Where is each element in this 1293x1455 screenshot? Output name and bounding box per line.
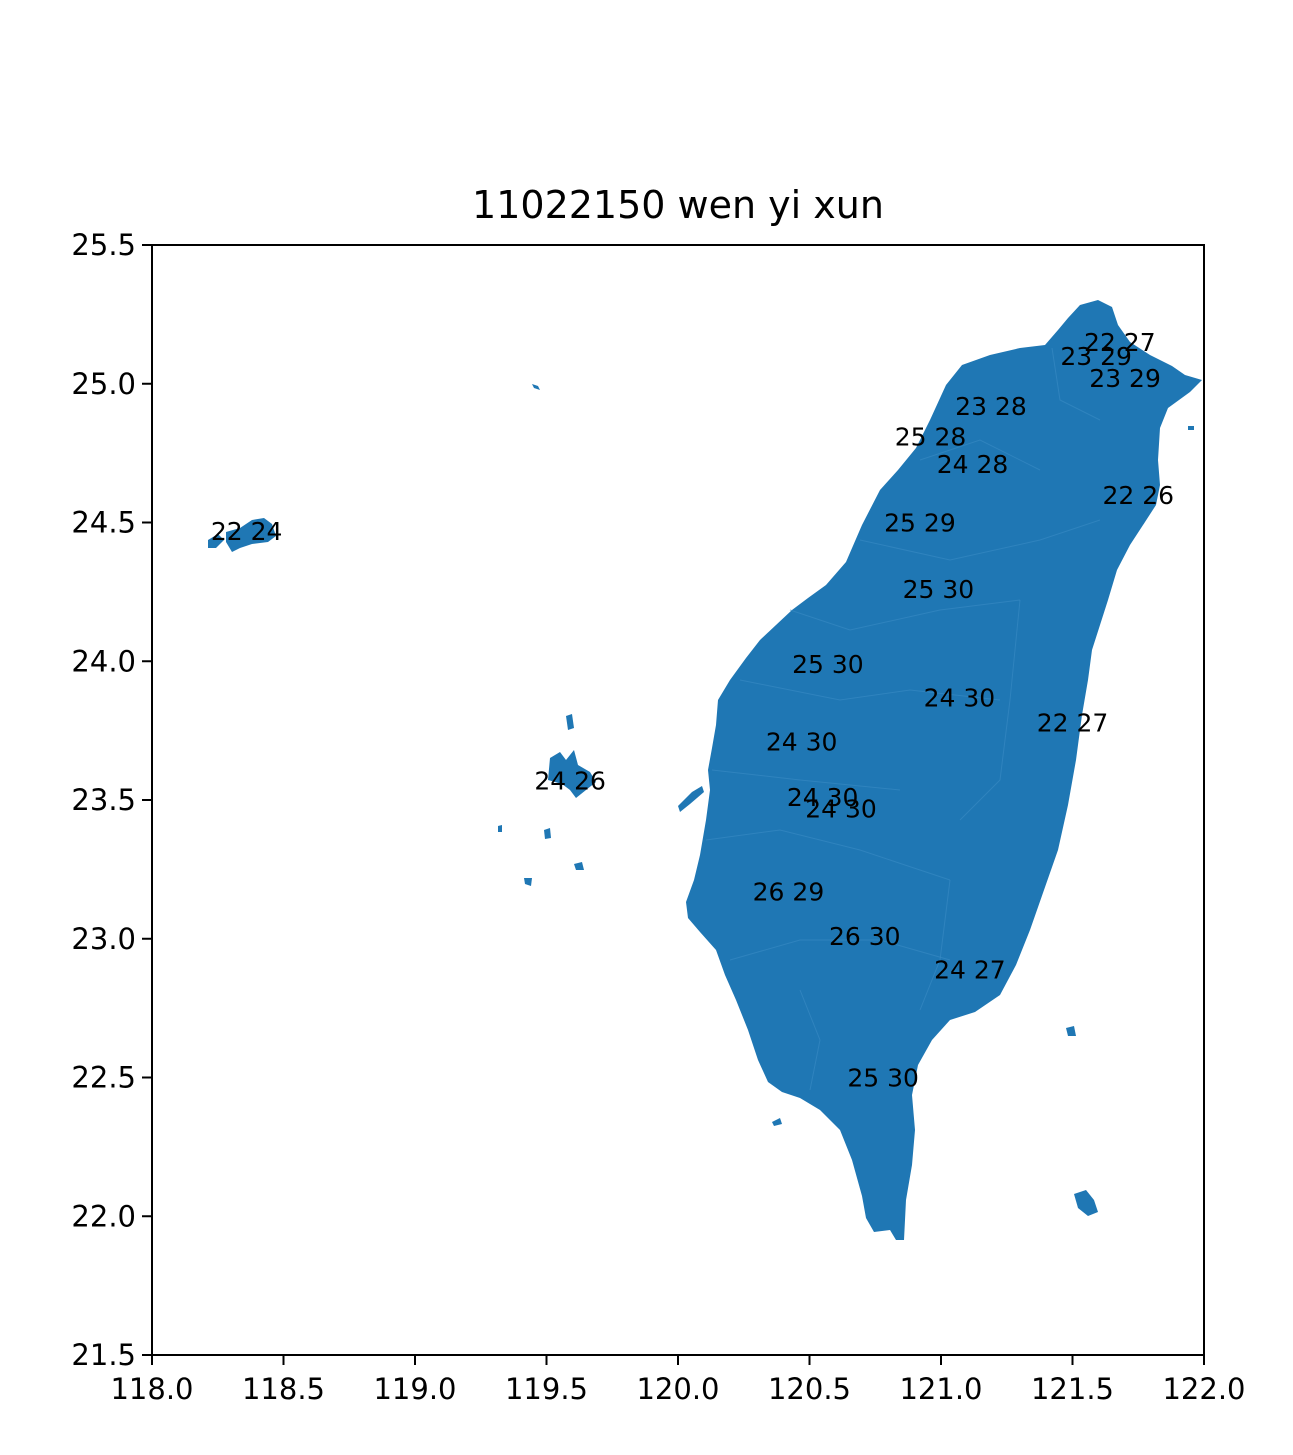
county-border-8 [705,829,951,881]
county-border-7 [711,769,901,791]
x-axis-ticks: 118.0 118.5 119.0 119.5 120.0 120.5 121.0 121.5… [110,1355,1246,1406]
region-label: 25 28 [895,422,967,451]
region-label: 25 29 [884,509,956,538]
orchid-island [1074,1190,1098,1216]
region-label: 23 29 [1060,342,1132,371]
region-label: 22 27 [1037,708,1109,737]
county-border-2 [919,439,1041,471]
region-label: 25 30 [903,575,975,604]
penghu-islet-3 [524,878,532,886]
region-label: 22 24 [211,517,283,546]
county-border-1 [1051,347,1101,421]
map-land [208,300,1202,1240]
penghu-islet-4 [574,862,584,870]
penghu-islet-2 [544,828,551,839]
x-tick-label: 119.5 [505,1372,588,1406]
region-label: 24 28 [937,450,1009,479]
region-label: 23 28 [955,392,1027,421]
x-tick-label: 120.0 [636,1372,719,1406]
penghu-islands [548,750,596,798]
x-tick-label: 121.0 [899,1372,982,1406]
region-label: 25 30 [847,1064,919,1093]
region-label: 24 30 [787,783,859,812]
green-island [1066,1026,1076,1036]
x-tick-label: 118.5 [242,1372,325,1406]
region-label: 25 30 [792,650,864,679]
county-border-10 [799,989,821,1091]
y-tick-label: 24.5 [71,506,136,540]
y-tick-label: 25.0 [71,367,136,401]
county-border-6 [959,599,1021,821]
region-label: 22 27 [1084,328,1156,357]
county-border-4 [789,599,1021,631]
matsu-islet [532,384,540,390]
y-tick-label: 25.5 [71,228,136,262]
y-axis-ticks: 25.5 25.0 24.5 24.0 23.5 23.0 22.5 22.0 21.5 [71,228,152,1372]
region-label: 26 30 [829,922,901,951]
guishan-islet [1188,426,1194,430]
y-tick-label: 22.5 [71,1061,136,1095]
map-title: 11022150 wen yi xun [472,183,884,227]
y-tick-label: 23.5 [71,783,136,817]
region-label: 24 27 [934,955,1006,984]
y-tick-label: 24.0 [71,644,136,678]
x-tick-label: 120.5 [768,1372,851,1406]
county-border-11 [919,879,951,1011]
little-kinmen [208,534,224,548]
x-tick-label: 118.0 [110,1372,193,1406]
region-label: 24 30 [924,683,996,712]
y-tick-label: 22.0 [71,1199,136,1233]
region-label: 23 29 [1089,364,1161,393]
liuqiu-island [772,1118,782,1126]
region-label: 24 30 [766,728,838,757]
county-border-9 [729,939,951,961]
region-label: 24 26 [534,767,606,796]
county-border-5 [739,679,1001,701]
waisanding-sandbar [678,786,704,812]
y-tick-label: 21.5 [71,1338,136,1372]
county-border-3 [859,519,1101,561]
penghu-islet-5 [498,825,502,832]
region-label: 22 26 [1102,481,1174,510]
kinmen-island [226,518,276,552]
x-tick-label: 119.0 [373,1372,456,1406]
region-label: 24 30 [805,794,877,823]
penghu-islet-1 [566,714,574,730]
x-tick-label: 122.0 [1162,1372,1245,1406]
y-tick-label: 23.0 [71,922,136,956]
region-label: 26 29 [753,878,825,907]
taiwan-main-island [686,300,1202,1240]
x-tick-label: 121.5 [1031,1372,1114,1406]
